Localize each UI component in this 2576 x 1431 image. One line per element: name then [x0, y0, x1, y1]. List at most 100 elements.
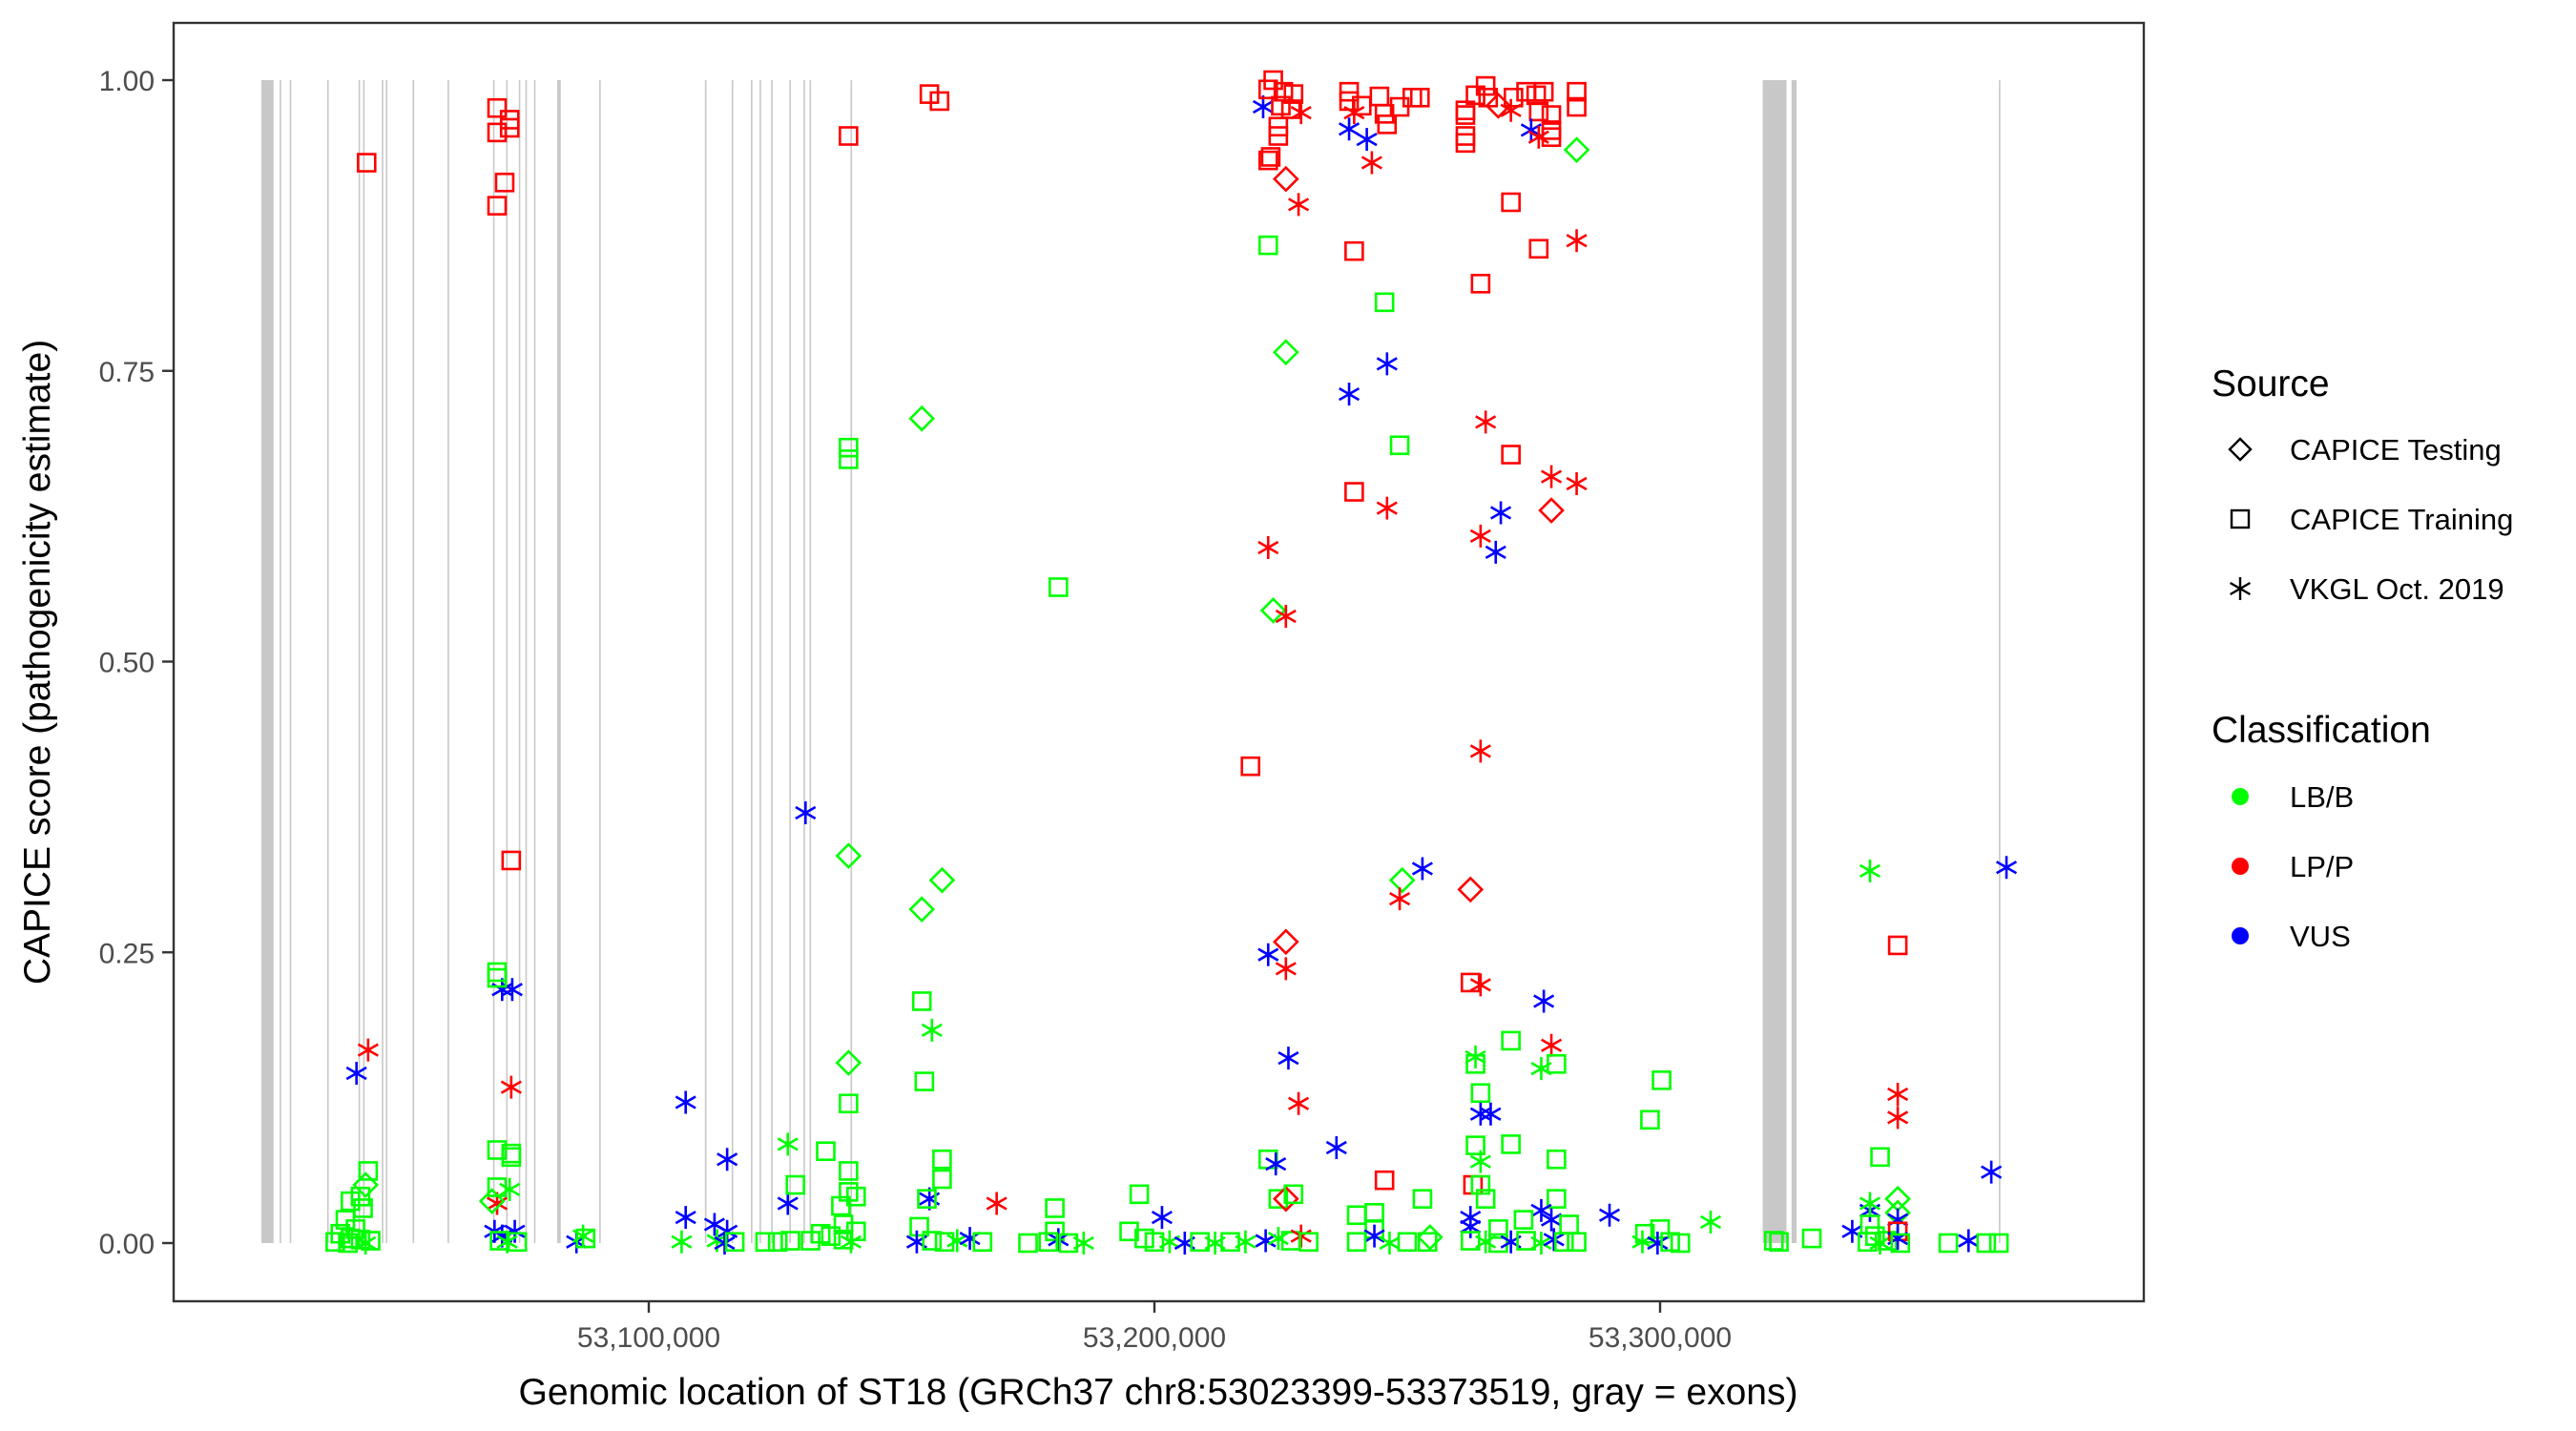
data-point-asterisk	[946, 1229, 968, 1253]
red-dot-icon	[2232, 858, 2249, 875]
x-tick: 53,300,000	[1589, 1301, 1732, 1354]
data-point-square	[839, 1093, 859, 1114]
data-point-square	[1129, 1184, 1150, 1205]
data-point-square	[1460, 1231, 1481, 1251]
data-point-asterisk	[1543, 1228, 1565, 1252]
data-point-square	[1541, 105, 1562, 125]
asterisk-icon	[2230, 577, 2251, 600]
legend-item-capice-training: CAPICE Training	[2230, 503, 2513, 536]
plot-panel-border	[172, 21, 2146, 1303]
data-point-asterisk	[1460, 1214, 1482, 1238]
data-point-asterisk	[1411, 857, 1433, 881]
data-point-square	[1554, 1232, 1574, 1253]
data-point-asterisk	[1469, 524, 1491, 548]
exon-band	[759, 80, 761, 1243]
data-point-asterisk	[1389, 887, 1411, 911]
data-point-square	[1397, 1232, 1418, 1253]
data-point-square	[1465, 1053, 1485, 1074]
y-tick: 0.50	[99, 648, 174, 679]
data-point-asterisk	[496, 1230, 518, 1254]
exon-band	[525, 80, 528, 1243]
exon-band	[326, 80, 329, 1243]
exon-band	[803, 80, 805, 1243]
exon-band	[1791, 80, 1797, 1243]
data-point-square	[914, 1071, 935, 1091]
legend-item-vkgl: VKGL Oct. 2019	[2230, 572, 2504, 606]
data-point-square	[1058, 1233, 1079, 1254]
data-point-diamond	[835, 842, 862, 869]
data-point-asterisk	[777, 1192, 799, 1215]
data-point-asterisk	[1469, 1102, 1491, 1126]
data-point-square	[325, 1232, 345, 1253]
data-point-diamond	[1259, 597, 1287, 624]
data-point-square	[358, 1161, 379, 1181]
exon-band	[1999, 80, 2001, 1243]
data-point-square	[1475, 75, 1496, 96]
data-point-square	[338, 1233, 358, 1254]
data-point-square	[1528, 238, 1549, 259]
y-tick: 0.00	[99, 1229, 174, 1260]
data-point-asterisk	[1325, 1136, 1347, 1160]
exon-band	[771, 80, 773, 1243]
data-point-square	[1190, 1232, 1210, 1253]
data-point-asterisk	[1288, 193, 1310, 217]
y-tick-label: 0.25	[99, 938, 155, 969]
exon-band	[704, 80, 707, 1243]
data-point-square	[1374, 104, 1395, 124]
data-point-asterisk	[1480, 1102, 1502, 1126]
data-point-asterisk	[1475, 410, 1497, 434]
data-point-square	[1650, 1219, 1671, 1239]
data-points	[325, 70, 2018, 1255]
data-point-square	[1547, 1189, 1567, 1209]
data-point-asterisk	[1887, 1106, 1909, 1130]
data-point-asterisk	[1361, 151, 1382, 175]
data-point-square	[1344, 240, 1364, 261]
data-point-square	[1470, 274, 1491, 294]
data-point-square	[507, 1232, 528, 1253]
data-point-square	[1119, 1221, 1139, 1242]
data-point-square	[1298, 1232, 1319, 1253]
legend-label: LP/P	[2290, 850, 2354, 883]
exon-band	[731, 80, 734, 1243]
data-point-square	[1389, 435, 1410, 456]
data-point-square	[1455, 126, 1476, 146]
data-point-asterisk	[1267, 1227, 1289, 1251]
x-tick-label: 53,300,000	[1589, 1322, 1732, 1354]
data-point-square	[1240, 756, 1260, 777]
data-point-asterisk	[1379, 1232, 1401, 1255]
data-point-asterisk	[357, 1038, 379, 1062]
data-point-square	[1513, 1210, 1534, 1230]
data-point-asterisk	[1541, 1033, 1563, 1057]
data-point-square	[1257, 235, 1278, 256]
data-point-asterisk	[499, 1177, 521, 1201]
data-point-asterisk	[1859, 1192, 1880, 1215]
data-point-asterisk	[1288, 1091, 1310, 1115]
legend-label: LB/B	[2290, 780, 2354, 814]
data-point-square	[1516, 1231, 1536, 1251]
data-point-asterisk	[1048, 1228, 1070, 1252]
legend-item-lpp: LP/P	[2232, 850, 2354, 883]
data-point-square	[1541, 127, 1562, 148]
data-point-asterisk	[1290, 101, 1312, 125]
data-point-square	[499, 117, 520, 138]
y-tick-label: 0.00	[99, 1229, 155, 1260]
data-point-square	[932, 1149, 952, 1170]
data-point-square	[1220, 1232, 1240, 1253]
data-point-square	[839, 126, 859, 146]
data-point-diamond	[1417, 1224, 1444, 1251]
data-point-square	[487, 97, 508, 118]
legend-item-capice-testing: CAPICE Testing	[2228, 433, 2502, 467]
data-point-asterisk	[1072, 1232, 1094, 1255]
data-point-asterisk	[1465, 1045, 1486, 1068]
data-point-square	[1528, 101, 1549, 122]
exon-band	[789, 80, 791, 1243]
data-point-square	[1374, 1170, 1395, 1191]
y-tick-label: 0.50	[99, 648, 155, 679]
data-point-asterisk	[1541, 465, 1563, 488]
data-point-square	[1377, 114, 1398, 135]
data-point-square	[755, 1232, 776, 1253]
data-point-square	[1144, 1232, 1165, 1253]
data-point-square	[839, 1161, 859, 1181]
exon-band	[518, 80, 521, 1243]
data-point-square	[1801, 1228, 1822, 1249]
